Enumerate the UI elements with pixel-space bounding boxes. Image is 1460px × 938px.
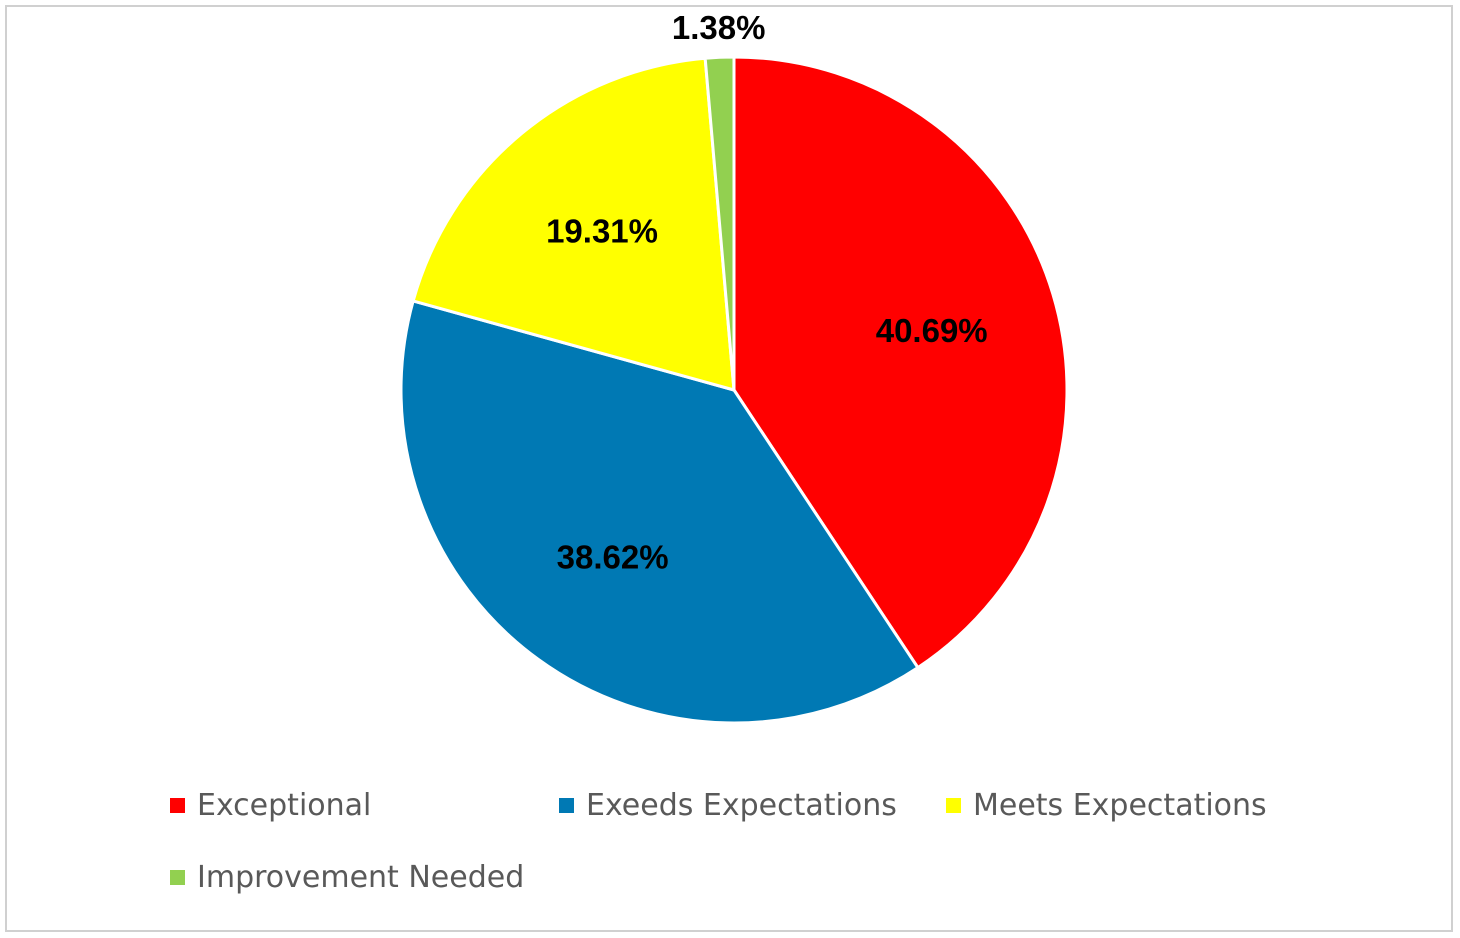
legend-label: Exceptional	[197, 787, 372, 823]
legend-item-exceeds-expectations: Exeeds Expectations	[559, 785, 897, 825]
pie-slice-improvement-needed	[703, 55, 736, 392]
pie-slices	[399, 55, 1069, 725]
legend-swatch-exceptional	[170, 797, 185, 813]
chart-frame: 40.69% 38.62% 19.31% 1.38% Exceptional Exee…	[5, 5, 1453, 932]
legend-swatch-improvement-needed	[170, 869, 185, 885]
data-label-exceptional: 40.69%	[876, 312, 988, 349]
pie-slice-meets-expectations	[411, 56, 736, 392]
legend-swatch-exceeds-expectations	[559, 797, 574, 813]
legend-label: Exeeds Expectations	[586, 787, 897, 823]
legend-item-exceptional: Exceptional	[170, 785, 371, 825]
data-label-exceeds-expectations: 38.62%	[557, 539, 669, 576]
data-label-improvement-needed: 1.38%	[672, 9, 766, 46]
legend-label: Meets Expectations	[973, 787, 1267, 823]
legend-label: Improvement Needed	[197, 859, 525, 895]
pie-chart: 40.69% 38.62% 19.31% 1.38%	[399, 9, 1069, 725]
data-label-meets-expectations: 19.31%	[546, 213, 658, 250]
legend-item-meets-expectations: Meets Expectations	[946, 785, 1267, 825]
legend-item-improvement-needed: Improvement Needed	[170, 857, 524, 897]
legend-swatch-meets-expectations	[946, 797, 961, 813]
pie-data-labels: 40.69% 38.62% 19.31% 1.38%	[546, 9, 988, 576]
pie-slice-exceeds-expectations	[399, 299, 920, 725]
